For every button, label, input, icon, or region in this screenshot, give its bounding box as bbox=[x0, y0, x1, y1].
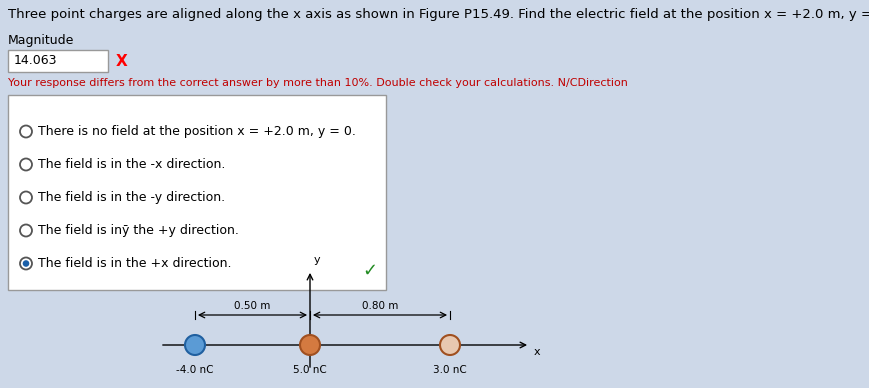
Circle shape bbox=[185, 335, 205, 355]
Text: 14.063: 14.063 bbox=[14, 54, 57, 68]
Text: 5.0 nC: 5.0 nC bbox=[293, 365, 327, 375]
Bar bbox=[8, 50, 108, 72]
Text: 0.80 m: 0.80 m bbox=[362, 301, 398, 311]
Text: Three point charges are aligned along the x axis as shown in Figure P15.49. Find: Three point charges are aligned along th… bbox=[8, 8, 869, 21]
Circle shape bbox=[440, 335, 460, 355]
Text: X: X bbox=[116, 54, 128, 69]
Text: Magnitude: Magnitude bbox=[8, 34, 74, 47]
Text: 0.50 m: 0.50 m bbox=[234, 301, 270, 311]
Circle shape bbox=[23, 260, 30, 267]
Bar bbox=[8, 95, 386, 290]
Text: The field is in the -x direction.: The field is in the -x direction. bbox=[38, 158, 225, 171]
Text: ✓: ✓ bbox=[362, 262, 377, 280]
Text: The field is in the +x direction.: The field is in the +x direction. bbox=[38, 257, 231, 270]
Text: Your response differs from the correct answer by more than 10%. Double check you: Your response differs from the correct a… bbox=[8, 78, 627, 88]
Text: y: y bbox=[314, 255, 321, 265]
Text: There is no field at the position x = +2.0 m, y = 0.: There is no field at the position x = +2… bbox=[38, 125, 355, 138]
Text: The field is in the -y direction.: The field is in the -y direction. bbox=[38, 191, 225, 204]
Text: The field is inȳ the +y direction.: The field is inȳ the +y direction. bbox=[38, 224, 239, 237]
Circle shape bbox=[300, 335, 320, 355]
Text: -4.0 nC: -4.0 nC bbox=[176, 365, 214, 375]
Text: x: x bbox=[534, 347, 540, 357]
Text: 3.0 nC: 3.0 nC bbox=[433, 365, 467, 375]
